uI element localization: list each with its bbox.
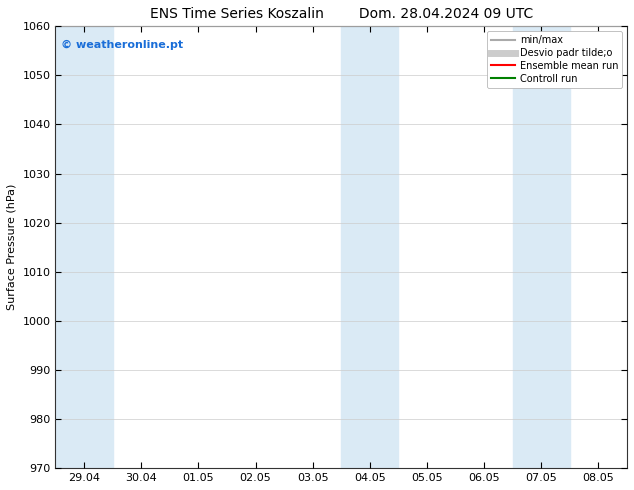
Bar bbox=[513, 26, 541, 468]
Bar bbox=[541, 26, 570, 468]
Title: ENS Time Series Koszalin        Dom. 28.04.2024 09 UTC: ENS Time Series Koszalin Dom. 28.04.2024… bbox=[150, 7, 533, 21]
Legend: min/max, Desvio padr tilde;o, Ensemble mean run, Controll run: min/max, Desvio padr tilde;o, Ensemble m… bbox=[487, 31, 622, 88]
Bar bbox=[341, 26, 370, 468]
Bar bbox=[56, 26, 113, 468]
Y-axis label: Surface Pressure (hPa): Surface Pressure (hPa) bbox=[7, 184, 17, 311]
Text: © weatheronline.pt: © weatheronline.pt bbox=[61, 40, 183, 49]
Bar bbox=[370, 26, 398, 468]
